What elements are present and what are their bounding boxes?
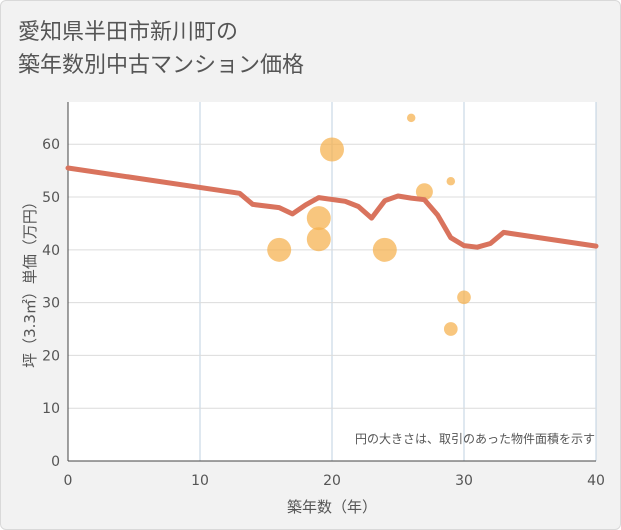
y-tick-label: 20 xyxy=(42,348,60,364)
y-tick-label: 60 xyxy=(42,137,60,153)
y-tick-label: 0 xyxy=(51,454,60,470)
size-annotation: 円の大きさは、取引のあった物件面積を示す xyxy=(355,431,595,446)
bubble-point xyxy=(306,206,331,231)
x-tick-label: 30 xyxy=(455,473,473,489)
bubble-point xyxy=(320,137,344,162)
x-tick-label: 40 xyxy=(587,473,605,489)
bubble-point xyxy=(415,183,433,201)
bubble-point xyxy=(443,322,458,336)
bubble-series xyxy=(267,113,471,336)
x-axis-label: 築年数（年） xyxy=(287,498,377,516)
y-tick-label: 30 xyxy=(42,296,60,312)
y-tick-label: 50 xyxy=(42,190,60,206)
average-line-series xyxy=(65,165,599,250)
bubble-point xyxy=(306,227,331,252)
bubble-point xyxy=(446,176,456,186)
bubble-point xyxy=(267,237,292,262)
x-tick-label: 20 xyxy=(323,473,341,489)
title-line-1: 愛知県半田市新川町の xyxy=(18,20,239,45)
bubble-point xyxy=(406,113,416,123)
x-tick-label: 10 xyxy=(191,473,209,489)
average-price-line xyxy=(65,165,599,250)
y-tick-label: 10 xyxy=(42,401,60,417)
y-tick-labels: 0 10 20 30 40 50 60 xyxy=(42,137,60,470)
axes xyxy=(67,102,596,462)
bubble-point xyxy=(372,237,397,262)
chart-title: 愛知県半田市新川町の 築年数別中古マンション価格 xyxy=(18,16,304,82)
x-tick-label: 0 xyxy=(64,473,73,489)
y-axis-label: 坪（3.3㎡）単価（万円） xyxy=(21,194,39,368)
y-tick-label: 40 xyxy=(42,243,60,259)
title-line-2: 築年数別中古マンション価格 xyxy=(18,53,305,78)
x-tick-labels: 0 10 20 30 40 xyxy=(64,473,605,489)
bubble-point xyxy=(457,290,471,305)
